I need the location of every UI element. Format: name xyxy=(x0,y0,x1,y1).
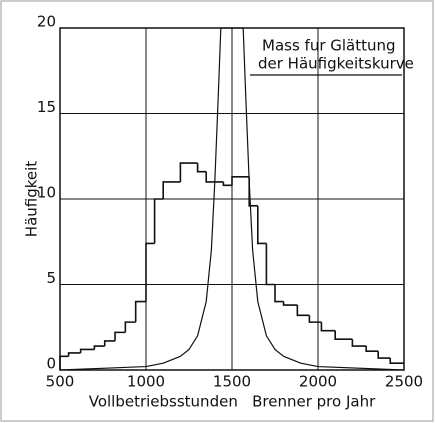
x-tick-label: 1500 xyxy=(213,373,251,391)
y-tick-label: 15 xyxy=(37,98,56,116)
x-tick-label: 1000 xyxy=(127,373,165,391)
histogram-step xyxy=(320,322,336,332)
histogram-step xyxy=(231,175,250,186)
histogram-step xyxy=(282,301,298,306)
y-tick-label: 5 xyxy=(46,269,56,287)
histogram-step xyxy=(93,345,105,350)
histogram-step xyxy=(124,321,136,333)
y-tick-label: 10 xyxy=(37,184,56,202)
histogram-step xyxy=(79,348,95,353)
y-axis-label: Häufigkeit xyxy=(23,161,41,237)
y-tick-label: 20 xyxy=(37,13,56,31)
histogram-step xyxy=(334,330,353,341)
histogram-step xyxy=(365,346,379,352)
histogram-step xyxy=(265,243,275,286)
histogram-step xyxy=(162,181,181,199)
x-tick-label: 2500 xyxy=(385,373,423,391)
histogram-step xyxy=(296,305,310,317)
y-tick-label: 0 xyxy=(46,355,56,373)
smoothing-curve xyxy=(59,27,405,371)
annotation: der Häufigkeitskurve xyxy=(258,55,414,73)
histogram-step xyxy=(179,162,198,182)
histogram-step xyxy=(59,355,69,370)
histogram-step xyxy=(103,340,116,347)
histogram-step xyxy=(153,198,164,244)
histogram-step xyxy=(222,181,232,187)
histogram-step xyxy=(196,163,207,173)
histogram-step xyxy=(134,300,146,323)
x-tick-label: 2000 xyxy=(299,373,337,391)
annotation: Mass fur Glättung xyxy=(262,37,396,55)
histogram-step xyxy=(274,284,284,303)
histogram-step xyxy=(67,352,81,357)
histogram-step xyxy=(145,242,155,302)
histogram-step xyxy=(308,315,322,323)
histogram-step xyxy=(114,331,126,341)
histogram-step xyxy=(351,339,367,347)
histogram-step xyxy=(257,205,267,245)
x-axis-label: Vollbetriebsstunden Brenner pro Jahr xyxy=(89,393,376,411)
histogram-step xyxy=(205,171,224,183)
histogram-step xyxy=(389,358,404,364)
x-tick-label: 500 xyxy=(46,373,75,391)
histogram-step xyxy=(377,351,391,359)
